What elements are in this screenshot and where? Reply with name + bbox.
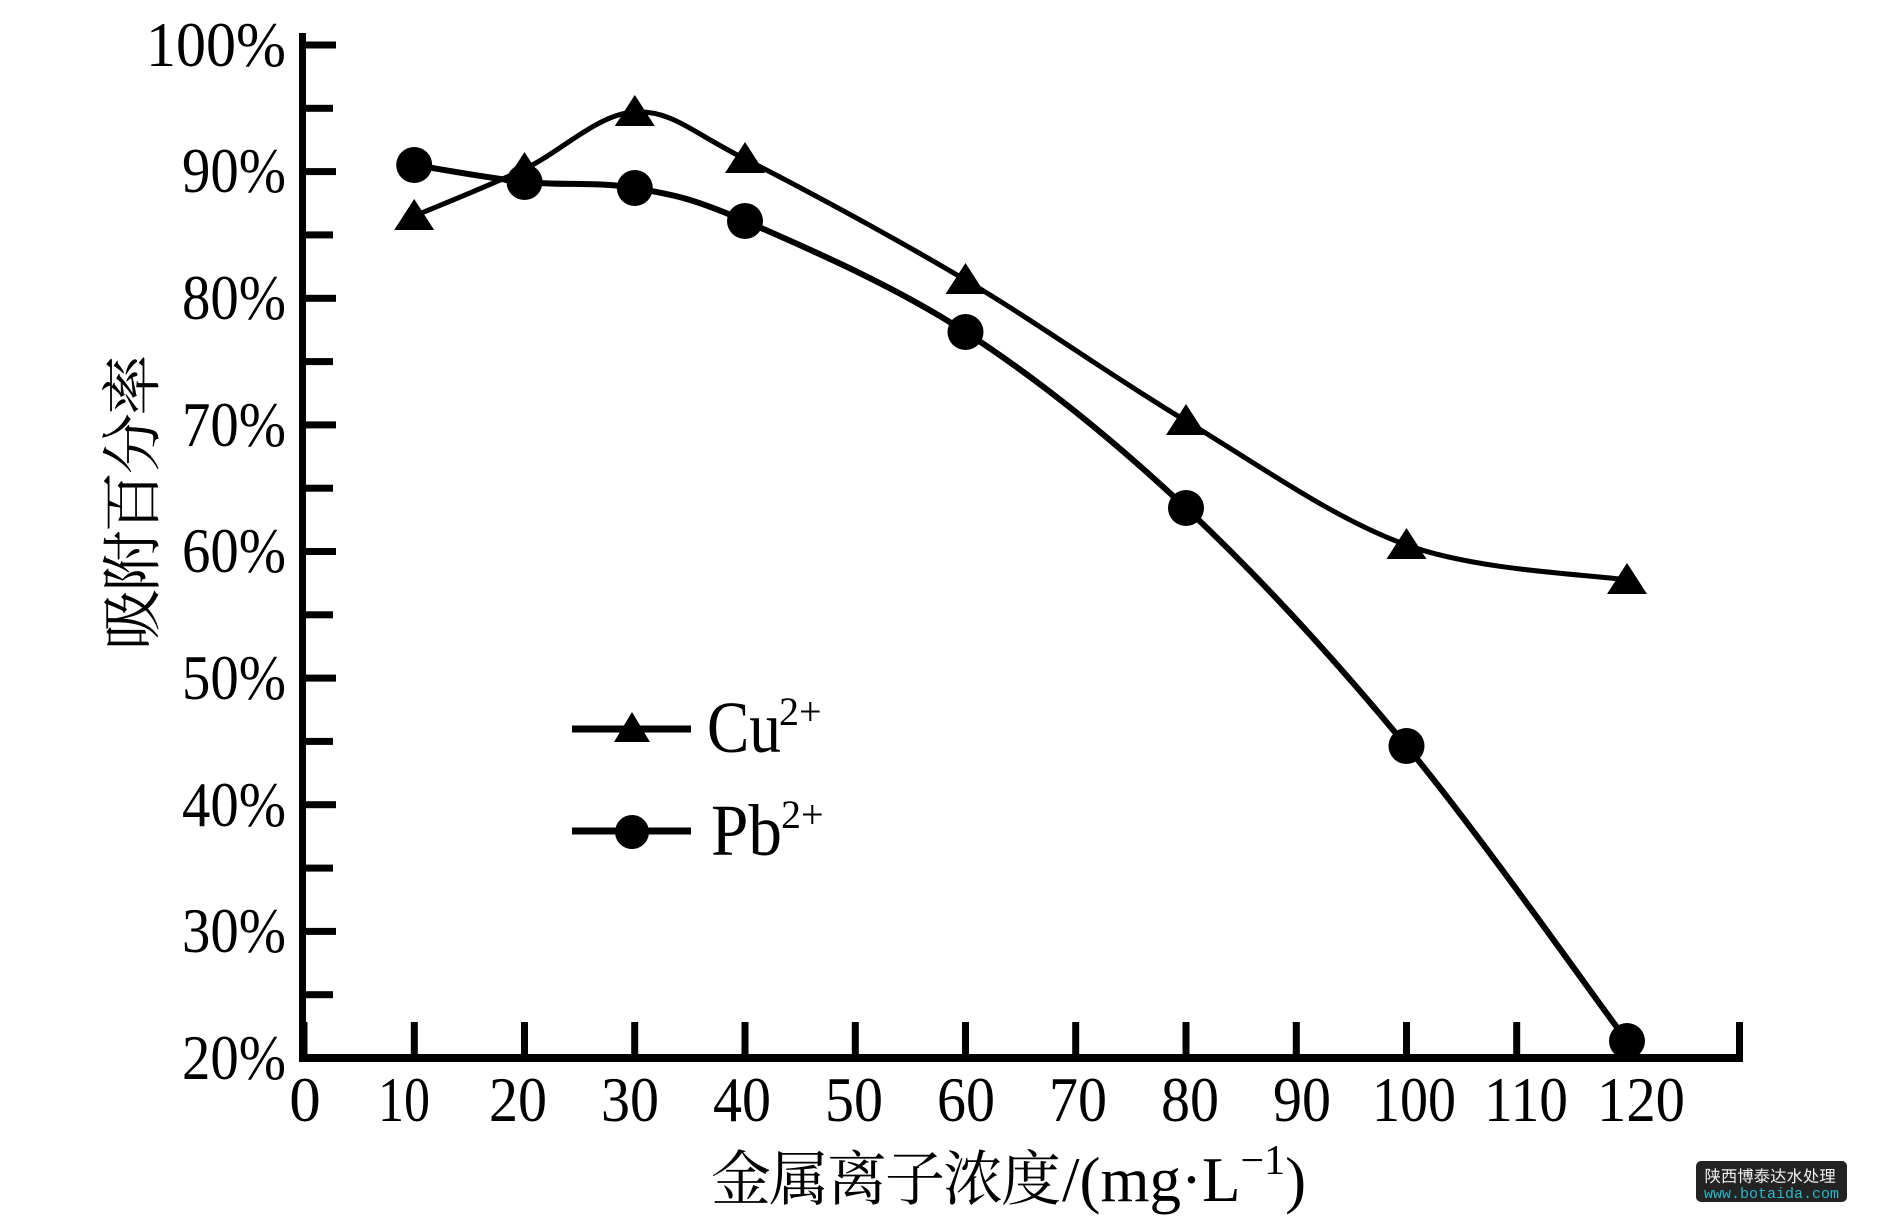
svg-text:2+: 2+ xyxy=(779,689,822,734)
svg-text:20%: 20% xyxy=(182,1023,286,1093)
svg-text:30%: 30% xyxy=(182,896,286,966)
svg-text:60: 60 xyxy=(937,1065,995,1135)
svg-text:40: 40 xyxy=(713,1065,771,1135)
svg-text:90: 90 xyxy=(1273,1065,1331,1135)
svg-text:60%: 60% xyxy=(182,516,286,586)
svg-text:50%: 50% xyxy=(182,643,286,713)
svg-text:80: 80 xyxy=(1161,1065,1219,1135)
svg-text:2+: 2+ xyxy=(781,792,824,837)
svg-text:0: 0 xyxy=(289,1065,321,1135)
svg-text:Cu: Cu xyxy=(707,687,781,768)
svg-text:40%: 40% xyxy=(182,770,286,840)
svg-text:70: 70 xyxy=(1049,1065,1107,1135)
svg-text:10: 10 xyxy=(378,1065,430,1135)
svg-text:Pb: Pb xyxy=(711,790,782,871)
svg-text:50: 50 xyxy=(825,1065,883,1135)
svg-text:100%: 100% xyxy=(146,10,286,80)
svg-text:20: 20 xyxy=(489,1065,547,1135)
svg-text:www.botaida.com: www.botaida.com xyxy=(1704,1186,1839,1203)
svg-text:30: 30 xyxy=(601,1065,659,1135)
svg-text:120: 120 xyxy=(1597,1065,1685,1135)
svg-text:100: 100 xyxy=(1372,1065,1456,1135)
svg-text:70%: 70% xyxy=(182,390,286,460)
svg-text:80%: 80% xyxy=(182,263,286,333)
svg-text:110: 110 xyxy=(1484,1065,1568,1135)
svg-text:90%: 90% xyxy=(182,136,286,206)
